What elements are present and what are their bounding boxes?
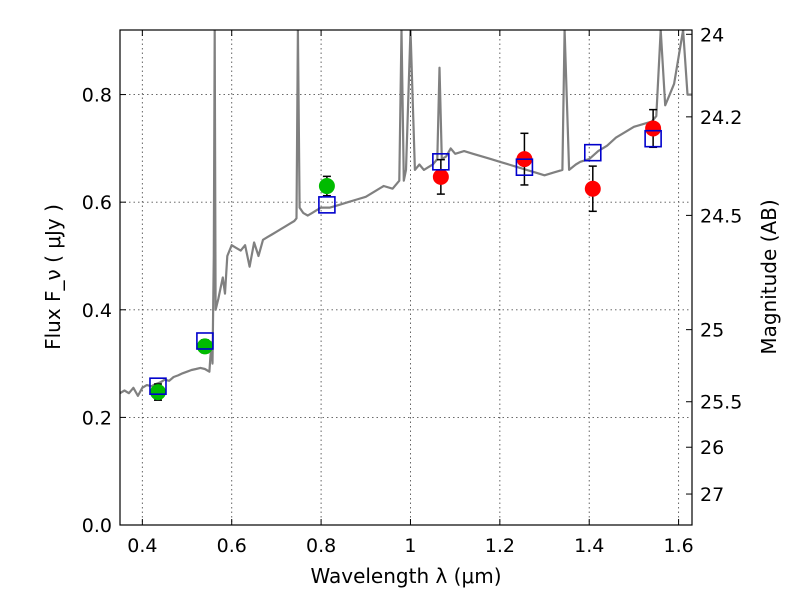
model-flux-square — [583, 143, 602, 162]
red-data-point — [584, 180, 601, 197]
model-flux-square — [515, 158, 534, 177]
model-flux-square — [644, 129, 662, 148]
y-tick-label: 0.8 — [82, 85, 112, 107]
x-tick-label: 1.6 — [663, 535, 693, 557]
green-data-point — [196, 338, 213, 355]
y-tick-label: 0.0 — [82, 515, 112, 537]
y-tick-label: 0.4 — [82, 300, 112, 322]
x-tick-label: 0.8 — [306, 535, 336, 557]
model-flux-square — [149, 377, 167, 395]
y2-tick-label: 25 — [700, 320, 724, 342]
model-flux-square — [196, 332, 214, 350]
y2-tick-label: 27 — [700, 484, 724, 506]
x-tick-label: 1.2 — [485, 535, 515, 557]
y2-tick-label: 24.5 — [700, 205, 742, 227]
green-data-point — [149, 384, 166, 401]
y-tick-label: 0.2 — [82, 407, 112, 429]
y2-tick-label: 26 — [700, 437, 724, 459]
y2-axis-label: Magnitude (AB) — [757, 199, 781, 354]
x-axis-label: Wavelength λ (μm) — [310, 564, 501, 588]
y-axis-label: Flux F_ν ( μJy ) — [41, 204, 65, 350]
model-flux-square — [318, 196, 336, 214]
model-flux-square — [432, 153, 450, 171]
plot-frame — [119, 29, 693, 526]
green-data-point — [318, 178, 335, 195]
y2-tick-label: 24.2 — [700, 107, 742, 129]
x-tick-label: 1.4 — [574, 535, 604, 557]
grid-lines — [120, 30, 692, 526]
x-tick-label: 0.6 — [217, 535, 247, 557]
axis-ticks: 0.4 0.6 0.8 1 1.2 1.4 1.6 0.0 0.2 0.4 0.6 0.8 24 24.2… — [82, 24, 743, 557]
red-data-point — [432, 168, 449, 185]
y2-tick-label: 24 — [700, 24, 724, 46]
y-tick-label: 0.6 — [82, 192, 112, 214]
photometry-points — [149, 108, 662, 401]
y2-tick-label: 25.5 — [700, 392, 742, 414]
red-data-point — [645, 120, 662, 137]
x-tick-label: 1 — [404, 535, 416, 557]
x-tick-label: 0.4 — [127, 535, 157, 557]
